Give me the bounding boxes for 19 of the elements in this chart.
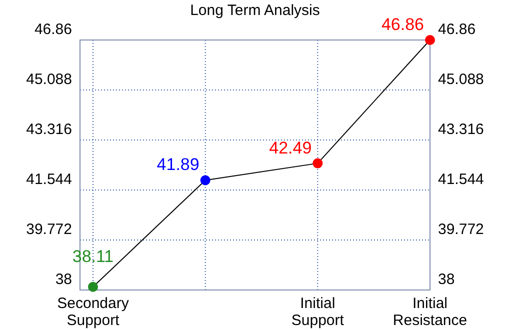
y-tick-label: 43.316 (26, 121, 72, 138)
y2-tick-label: 45.088 (438, 71, 484, 88)
x-tick-label: Secondary Support (57, 295, 130, 329)
y-tick-label: 46.86 (34, 21, 72, 38)
x-tick-label: Initial Resistance (392, 295, 468, 329)
y2-tick-label: 46.86 (438, 21, 476, 38)
y2-tick-label: 38 (438, 271, 455, 288)
x-tick-label: Initial Support (291, 295, 345, 329)
chart-title: Long Term Analysis (190, 2, 320, 19)
y2-tick-label: 41.544 (438, 171, 484, 188)
data-label: 42.49 (269, 138, 312, 158)
data-label: 46.86 (381, 15, 424, 34)
y-tick-label: 39.772 (26, 221, 72, 238)
y-tick-label: 38 (55, 271, 72, 288)
y-tick-label: 45.088 (26, 71, 72, 88)
data-label: 41.89 (156, 155, 200, 174)
y2-tick-label: 39.772 (438, 221, 484, 238)
y-tick-label: 41.544 (26, 171, 72, 188)
y2-tick-label: 43.316 (438, 121, 484, 138)
